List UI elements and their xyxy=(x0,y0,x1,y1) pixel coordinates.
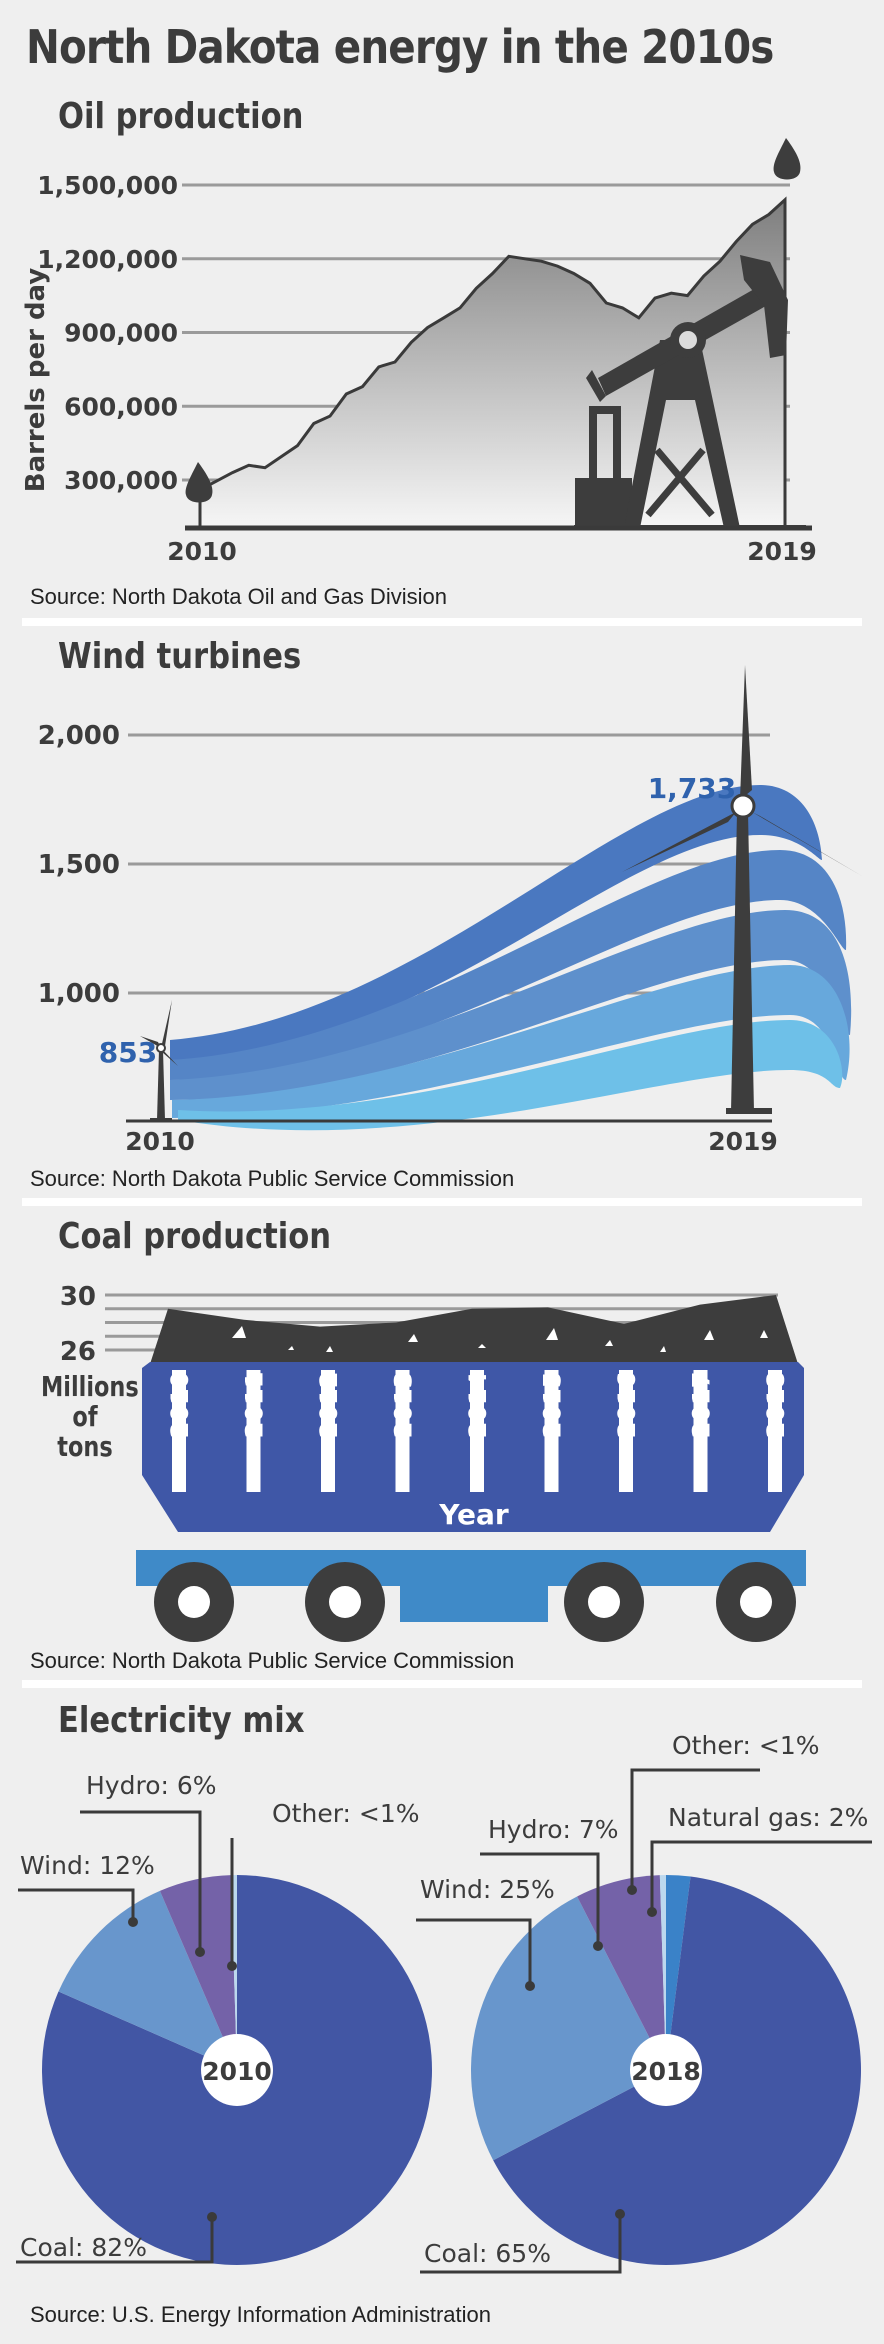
pie-2018-label-wind: Wind: 25% xyxy=(420,1875,555,1904)
pie-2010-label-hydro: Hydro: 6% xyxy=(86,1771,217,1800)
wind-ribbon xyxy=(170,850,847,1080)
wind-section-title: Wind turbines xyxy=(58,636,302,677)
wind-x-tick-label: 2019 xyxy=(708,1127,778,1156)
coal-y-tick-label: 26 xyxy=(60,1337,96,1367)
coal-year-slot xyxy=(395,1370,410,1492)
wind-y-tick-label: 2,000 xyxy=(38,721,120,751)
wind-ribbon xyxy=(170,910,852,1100)
coal-car-base xyxy=(400,1582,548,1622)
mix-section-title: Electricity mix xyxy=(58,1700,305,1741)
pie-slice-other xyxy=(659,1875,666,2070)
coal-year-slot xyxy=(619,1370,633,1492)
pumpjack-icon xyxy=(574,255,806,530)
coal-year-label: 2013 xyxy=(390,1372,418,1439)
oil-drop-icon xyxy=(185,462,213,503)
coal-year-label: 2014 xyxy=(464,1372,492,1439)
pie-2018-label-hydro: Hydro: 7% xyxy=(488,1815,619,1844)
coal-year-slot xyxy=(321,1370,335,1492)
oil-production-area xyxy=(198,196,787,530)
coal-section-title: Coal production xyxy=(58,1216,332,1257)
oil-source: Source: North Dakota Oil and Gas Divisio… xyxy=(30,584,447,609)
coal-y-axis-label: Millions of tons xyxy=(41,1370,139,1463)
pie-2018-label-gas: Natural gas: 2% xyxy=(668,1803,868,1832)
oil-y-axis-label: Barrels per day xyxy=(21,268,51,493)
oil-section-title: Oil production xyxy=(58,96,304,137)
coal-year-label: 2011 xyxy=(241,1372,269,1439)
coal-source: Source: North Dakota Public Service Comm… xyxy=(30,1648,515,1673)
pie-2018-label-coal: Coal: 65% xyxy=(424,2239,551,2268)
oil-y-tick-label: 300,000 xyxy=(64,466,178,495)
wind-y-tick-label: 1,500 xyxy=(38,850,120,880)
pie-slice-wind xyxy=(58,1890,237,2070)
pie-2010-label-coal: Coal: 82% xyxy=(20,2233,147,2262)
coal-production-area xyxy=(150,1295,798,1364)
pie-2018-label-other: Other: <1% xyxy=(672,1731,820,1760)
pie-slice-natural-gas xyxy=(666,1875,691,2070)
wind-x-tick-label: 2010 xyxy=(125,1127,195,1156)
oil-x-tick-label: 2010 xyxy=(167,537,237,566)
coal-year-slot xyxy=(246,1370,261,1492)
pie-slice-wind xyxy=(470,1896,666,2161)
coal-sparkles xyxy=(232,1326,768,1352)
pie-2018-leader-dots xyxy=(525,1885,657,2219)
pie-2010-year-label: 2010 xyxy=(202,2057,272,2086)
coal-year-slot xyxy=(172,1370,186,1492)
wind-value-label-2010: 853 xyxy=(99,1036,157,1069)
coal-year-slot xyxy=(544,1370,559,1492)
oil-drop-icon xyxy=(773,138,801,180)
wind-y-tick-label: 1,000 xyxy=(38,979,120,1009)
page-title: North Dakota energy in the 2010s xyxy=(26,20,774,74)
coal-year-slot xyxy=(768,1370,782,1492)
pie-2010-center xyxy=(201,2034,273,2106)
wind-value-label-2019: 1,733 xyxy=(648,772,737,805)
pie-2018-year-label: 2018 xyxy=(631,2057,701,2086)
pie-2018-leader-lines xyxy=(416,1768,872,2274)
oil-x-tick-label: 2019 xyxy=(747,537,817,566)
coal-year-slot xyxy=(470,1370,484,1492)
oil-y-tick-label: 900,000 xyxy=(64,319,178,348)
coal-year-label: 2018 xyxy=(762,1372,790,1439)
coal-year-label: 2017 xyxy=(688,1372,716,1439)
pie-slice-hydro xyxy=(159,1875,237,2070)
wind-turbine-large-icon xyxy=(622,665,862,1114)
coal-y-tick-label: 30 xyxy=(60,1282,96,1312)
section-divider xyxy=(22,1198,862,1206)
pie-2010-label-wind: Wind: 12% xyxy=(20,1851,155,1880)
section-divider xyxy=(22,1680,862,1688)
coal-year-label: 2012 xyxy=(315,1372,343,1439)
oil-y-tick-label: 1,200,000 xyxy=(37,245,178,274)
pie-2010-label-other: Other: <1% xyxy=(272,1799,420,1828)
oil-y-tick-label: 1,500,000 xyxy=(37,171,178,200)
coal-year-label: 2016 xyxy=(613,1372,641,1439)
wind-source: Source: North Dakota Public Service Comm… xyxy=(30,1166,515,1191)
coal-car-wheels xyxy=(154,1562,796,1642)
wind-ribbon xyxy=(178,1020,843,1131)
pie-2010-leader-lines xyxy=(16,1810,234,2264)
coal-year-label: 2010 xyxy=(166,1372,194,1439)
mix-source: Source: U.S. Energy Information Administ… xyxy=(30,2302,491,2327)
pie-2018-center xyxy=(630,2034,702,2106)
pie-2010-leader-dots xyxy=(128,1917,237,2222)
coal-x-axis-label: Year xyxy=(438,1498,509,1531)
coal-car-base xyxy=(136,1550,806,1586)
coal-year-slot xyxy=(693,1370,708,1492)
oil-y-tick-label: 600,000 xyxy=(64,392,178,421)
coal-year-label: 2015 xyxy=(539,1372,567,1439)
section-divider xyxy=(22,618,862,626)
wind-ribbon xyxy=(172,965,850,1118)
